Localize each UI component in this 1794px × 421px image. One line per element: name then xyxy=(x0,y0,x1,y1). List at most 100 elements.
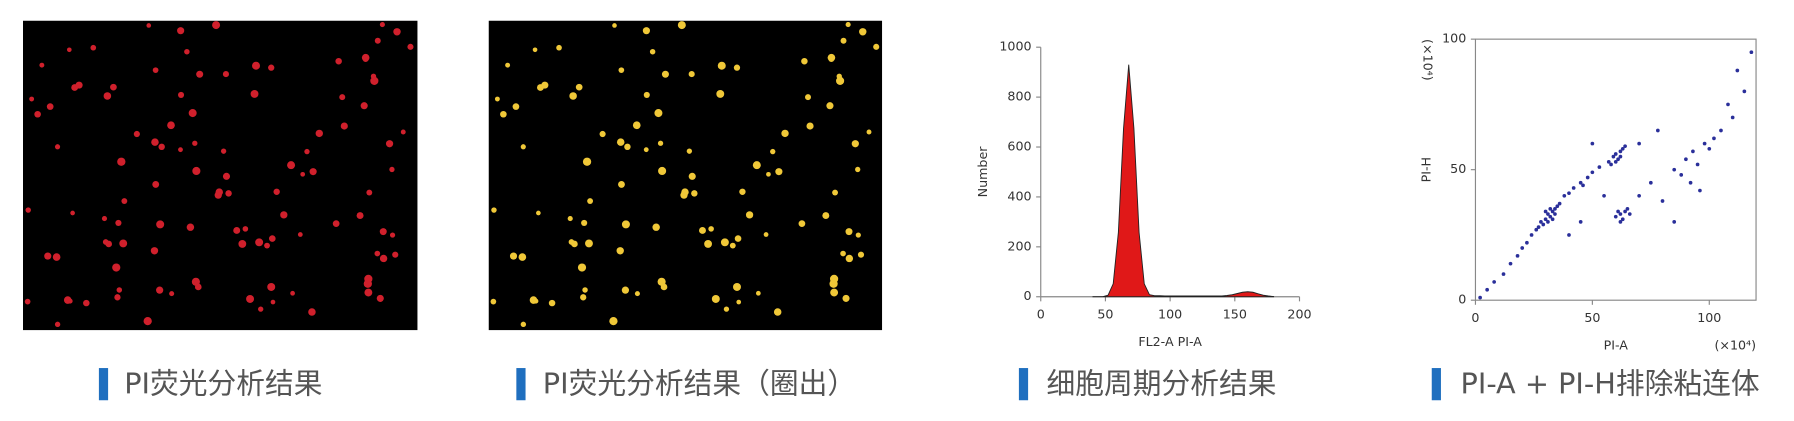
cell xyxy=(711,295,720,303)
cell xyxy=(621,220,630,229)
cell xyxy=(370,76,379,85)
point xyxy=(1625,206,1630,211)
point xyxy=(1606,160,1611,164)
cell xyxy=(25,207,31,213)
cell xyxy=(407,43,414,50)
point xyxy=(1529,233,1534,237)
cell xyxy=(509,252,518,260)
cell xyxy=(250,89,259,98)
cell xyxy=(192,166,201,176)
cell xyxy=(374,37,381,44)
cell xyxy=(832,189,839,196)
caption: PI荧光分析结果 xyxy=(124,366,322,400)
point xyxy=(1611,154,1616,159)
point xyxy=(1660,199,1665,203)
point xyxy=(1613,152,1618,156)
point xyxy=(1616,209,1620,214)
point xyxy=(1578,220,1583,224)
point xyxy=(1712,136,1716,141)
cell xyxy=(548,299,556,307)
cell xyxy=(739,188,746,195)
cell xyxy=(389,166,395,173)
point xyxy=(1679,173,1684,177)
cell xyxy=(556,44,562,51)
cell xyxy=(374,250,381,257)
y-axis-label: Number xyxy=(975,146,990,198)
cell xyxy=(54,144,61,150)
cell xyxy=(83,299,90,307)
cell xyxy=(192,140,198,146)
point xyxy=(1555,204,1560,209)
point xyxy=(1620,217,1625,222)
cell xyxy=(704,240,712,248)
cells xyxy=(490,21,880,328)
cell xyxy=(34,110,41,118)
cell xyxy=(512,103,520,110)
cell xyxy=(332,220,340,227)
cell xyxy=(828,56,835,62)
point xyxy=(1618,212,1623,216)
cell xyxy=(781,129,789,138)
cell xyxy=(273,188,280,195)
point xyxy=(1478,295,1482,300)
point xyxy=(1578,180,1583,185)
point xyxy=(1618,220,1623,224)
cell xyxy=(270,299,276,305)
point xyxy=(1557,201,1562,206)
cell xyxy=(845,22,851,28)
cell xyxy=(520,321,527,328)
point xyxy=(1742,89,1747,94)
x-axis-label: FL2-A PI-A xyxy=(1138,334,1202,349)
cell xyxy=(238,240,247,248)
cell xyxy=(857,251,865,258)
cell xyxy=(66,47,72,53)
cell xyxy=(569,92,577,100)
cell xyxy=(755,290,761,296)
point xyxy=(1590,170,1595,175)
point xyxy=(1623,144,1627,149)
cell xyxy=(520,144,526,150)
point xyxy=(1637,141,1641,146)
cell xyxy=(840,37,847,44)
y-axis-label: PI-H xyxy=(1419,157,1434,182)
point xyxy=(1623,209,1627,214)
cell xyxy=(580,294,587,301)
cell xyxy=(518,253,527,261)
cell xyxy=(491,207,497,213)
cell xyxy=(46,103,54,110)
cell xyxy=(112,263,121,272)
cell xyxy=(385,140,394,148)
cell xyxy=(119,239,128,248)
cell xyxy=(393,28,401,36)
cell xyxy=(158,143,165,151)
cell xyxy=(222,172,231,180)
cell xyxy=(308,308,316,316)
point xyxy=(1618,149,1623,154)
point xyxy=(1548,206,1553,211)
cell xyxy=(167,121,175,130)
cell xyxy=(101,216,108,222)
cell xyxy=(177,27,185,35)
cell xyxy=(70,210,75,216)
cell xyxy=(114,294,121,301)
cell xyxy=(829,274,839,283)
point xyxy=(1726,102,1730,107)
cell xyxy=(290,290,295,296)
y-tick-label: 800 xyxy=(1007,89,1031,104)
cell xyxy=(356,212,364,220)
cell xyxy=(568,239,575,245)
cell xyxy=(268,64,275,71)
x-tick-label: 0 xyxy=(1037,307,1045,322)
x-tick-label: 100 xyxy=(1158,307,1182,322)
caption-marker xyxy=(1431,368,1441,401)
point xyxy=(1548,214,1553,219)
cell xyxy=(152,67,159,74)
point xyxy=(1688,180,1693,185)
point xyxy=(1620,146,1625,151)
cell xyxy=(642,27,650,35)
point xyxy=(1485,287,1489,292)
cell xyxy=(287,161,296,170)
cell xyxy=(335,57,342,65)
cell xyxy=(632,121,641,130)
cell xyxy=(855,166,861,173)
